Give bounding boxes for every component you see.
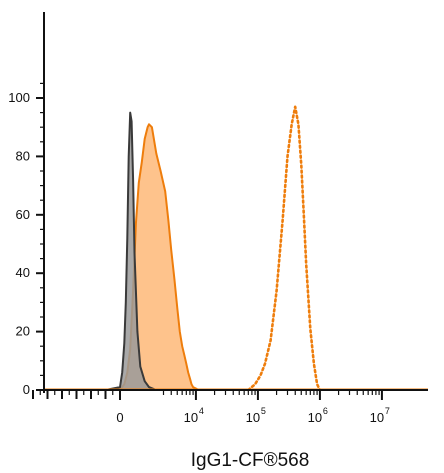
x-tick-label: 0 (116, 410, 123, 425)
y-tick-label: 40 (16, 265, 30, 280)
x-tick-label: 10 7 (370, 406, 390, 425)
y-tick-label: 100 (8, 90, 30, 105)
x-axis-ticks: 0 10 4 10 5 10 6 10 7 (32, 390, 390, 425)
svg-text:0: 0 (116, 410, 123, 425)
series-layer (44, 105, 428, 392)
svg-text:7: 7 (385, 406, 390, 416)
x-tick-label: 10 4 (184, 406, 204, 425)
y-tick-label: 20 (16, 324, 30, 339)
y-tick-label: 80 (16, 148, 30, 163)
svg-text:10: 10 (246, 410, 260, 425)
svg-text:4: 4 (199, 406, 204, 416)
x-axis-title: IgG1-CF®568 (191, 450, 310, 471)
y-tick-label: 60 (16, 207, 30, 222)
svg-text:5: 5 (261, 406, 266, 416)
svg-text:6: 6 (323, 406, 328, 416)
series-0-area (105, 112, 157, 390)
y-axis-ticks: 0 20 40 60 80 100 (8, 82, 44, 397)
x-tick-label: 10 5 (246, 406, 266, 425)
svg-text:10: 10 (370, 410, 384, 425)
svg-text:10: 10 (184, 410, 198, 425)
svg-text:10: 10 (308, 410, 322, 425)
y-tick-label: 0 (23, 382, 30, 397)
x-tick-label: 10 6 (308, 406, 328, 425)
series-2-line (247, 105, 322, 392)
series-0-line (105, 111, 157, 391)
